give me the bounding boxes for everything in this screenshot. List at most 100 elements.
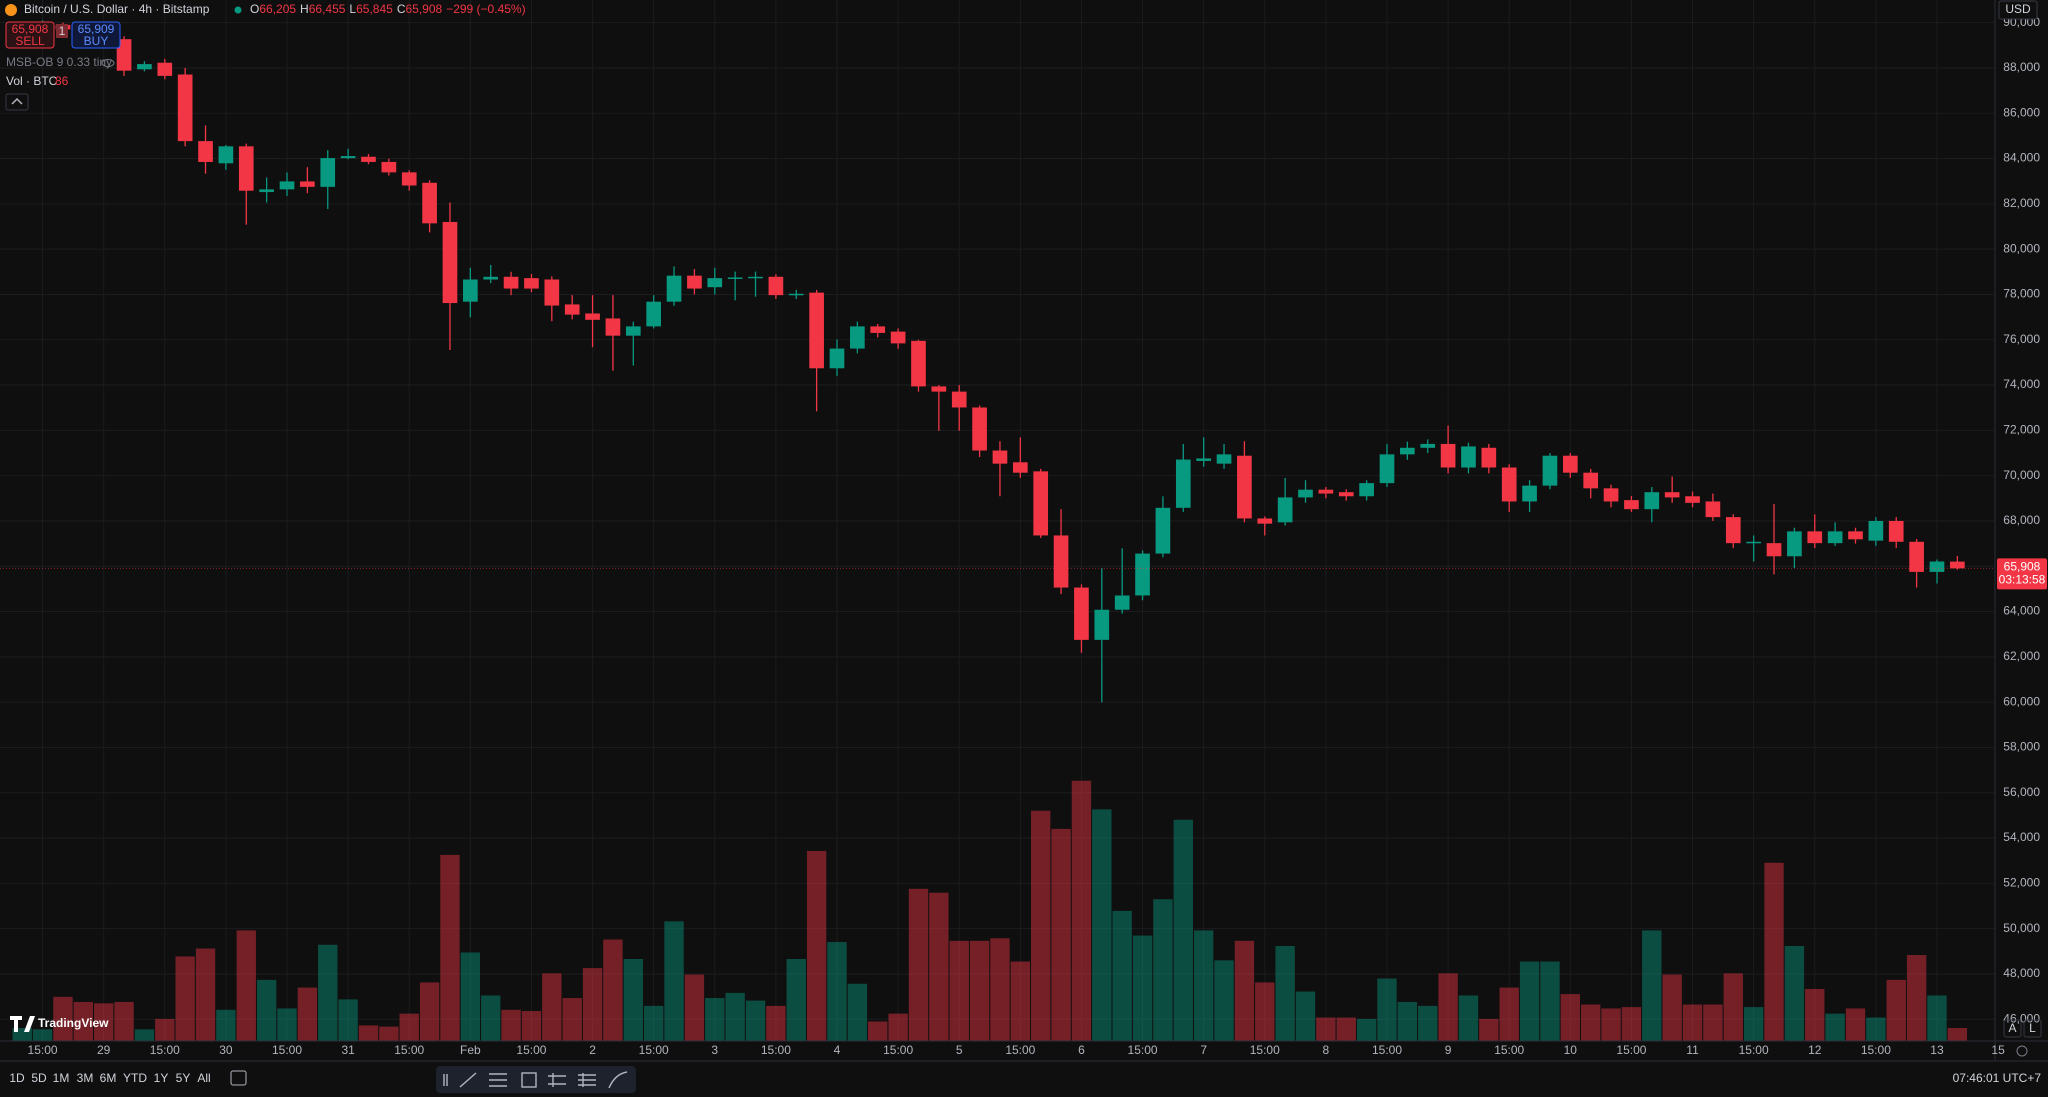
range-button[interactable]: 3M (77, 1071, 94, 1085)
buy-label[interactable]: BUY (84, 34, 109, 48)
candle-body (1359, 483, 1374, 497)
volume-bar (53, 996, 73, 1041)
sell-price[interactable]: 65,908 (12, 22, 49, 36)
candle-body (1522, 485, 1537, 502)
ohlc-key: L (349, 2, 356, 16)
y-tick-label: 78,000 (2003, 287, 2040, 301)
projection-tool[interactable] (548, 1073, 566, 1087)
volume-bar (1255, 982, 1275, 1041)
candle-body (1338, 492, 1354, 497)
brush-tool[interactable] (608, 1071, 628, 1089)
candle-body (1114, 595, 1130, 610)
volume-bar (419, 982, 440, 1041)
candle-body (503, 276, 519, 289)
y-tick-label: 52,000 (2003, 876, 2040, 890)
candle-body (931, 386, 947, 392)
fib-tool[interactable] (489, 1073, 507, 1087)
y-tick-label: 86,000 (2003, 105, 2040, 119)
volume-bar (481, 995, 501, 1041)
buy-price[interactable]: 65,909 (78, 22, 115, 36)
volume-bar (949, 940, 969, 1041)
currency-button[interactable] (1998, 0, 2038, 20)
candle-body (1257, 518, 1273, 524)
x-tick-label: 10 (1564, 1043, 1578, 1057)
volume-bar (705, 998, 725, 1041)
candle-body (361, 156, 376, 162)
settings-icon[interactable] (2016, 1045, 2028, 1057)
log-scale-button[interactable] (2023, 1019, 2042, 1038)
x-tick-label: 15:00 (516, 1043, 546, 1057)
volume-bar (562, 998, 582, 1041)
range-button[interactable]: All (197, 1071, 210, 1085)
drag-handle[interactable] (443, 1074, 448, 1086)
candle-body (463, 279, 478, 302)
volume-bar (1540, 961, 1560, 1041)
volume-bar (1682, 1004, 1703, 1041)
rectangle-tool[interactable] (521, 1072, 537, 1088)
x-tick-label: 9 (1445, 1043, 1452, 1057)
volume-bar (1356, 1018, 1377, 1041)
auto-scale-button[interactable] (2003, 1019, 2022, 1038)
candle-body (177, 74, 193, 142)
volume-bar (1438, 973, 1458, 1041)
volume-bar (1479, 1018, 1499, 1041)
y-tick-label: 60,000 (2003, 694, 2040, 708)
candle-body (1725, 517, 1741, 544)
candle-body (1074, 587, 1089, 640)
sell-button[interactable] (5, 21, 55, 49)
candle-body (1868, 520, 1884, 541)
goto-date-button[interactable] (230, 1070, 247, 1086)
candle-body (1053, 535, 1069, 588)
candle-body (1135, 553, 1150, 596)
volume-bar (643, 1005, 664, 1041)
volume-bar (827, 942, 847, 1041)
candle-body (951, 391, 967, 408)
clock: 07:46:01 UTC+7 (1953, 1071, 2042, 1085)
volume-bar (440, 854, 460, 1041)
volume-bar (603, 939, 623, 1041)
candle-body (1664, 492, 1680, 498)
measure-tool[interactable] (578, 1073, 596, 1087)
range-button[interactable]: 1D (9, 1071, 25, 1085)
volume-bar (155, 1018, 175, 1041)
candle-body (1929, 561, 1945, 572)
volume-bar (1234, 940, 1255, 1041)
y-tick-label: 64,000 (2003, 604, 2040, 618)
range-button[interactable]: 5Y (176, 1071, 191, 1085)
candle-body (483, 276, 499, 280)
y-tick-label: 84,000 (2003, 151, 2040, 165)
volume-bar (216, 1009, 236, 1041)
spread-box (56, 24, 68, 38)
visibility-icon[interactable] (101, 59, 115, 67)
volume-bar (908, 888, 929, 1041)
buy-button[interactable] (71, 21, 121, 49)
volume-bar (1153, 899, 1173, 1041)
currency[interactable]: USD (2005, 2, 2031, 16)
range-button[interactable]: 1Y (154, 1071, 169, 1085)
log-scale[interactable]: L (2029, 1021, 2036, 1035)
range-button[interactable]: 6M (100, 1071, 117, 1085)
y-tick-label: 68,000 (2003, 513, 2040, 527)
candle-body (1562, 455, 1578, 473)
time-axis: 15:00 29 15:00 30 15:00 31 15:00 Feb 15:00 2 15:00… (28, 1043, 2006, 1057)
last-price-label: 65,908 (2004, 560, 2041, 574)
indicator-msb: MSB-OB 9 0.33 tiny (6, 55, 112, 69)
volume-bar (664, 921, 684, 1041)
collapse-button[interactable] (5, 93, 29, 111)
auto-scale[interactable]: A (2008, 1021, 2016, 1035)
candle-body (1827, 531, 1843, 544)
candle-body (1481, 447, 1497, 468)
range-button[interactable]: YTD (123, 1071, 147, 1085)
volume-bar (1927, 995, 1947, 1041)
candle-body (218, 146, 234, 164)
range-button[interactable]: 5D (31, 1071, 47, 1085)
volume-bar (114, 1001, 134, 1041)
trend-line-tool[interactable] (459, 1072, 477, 1088)
y-tick-label: 88,000 (2003, 60, 2040, 74)
x-tick-label: 8 (1323, 1043, 1330, 1057)
sell-label[interactable]: SELL (15, 34, 45, 48)
x-tick-label: 15:00 (1128, 1043, 1158, 1057)
volume-bar (338, 999, 358, 1041)
spread: 1 (59, 24, 66, 38)
range-button[interactable]: 1M (53, 1071, 70, 1085)
